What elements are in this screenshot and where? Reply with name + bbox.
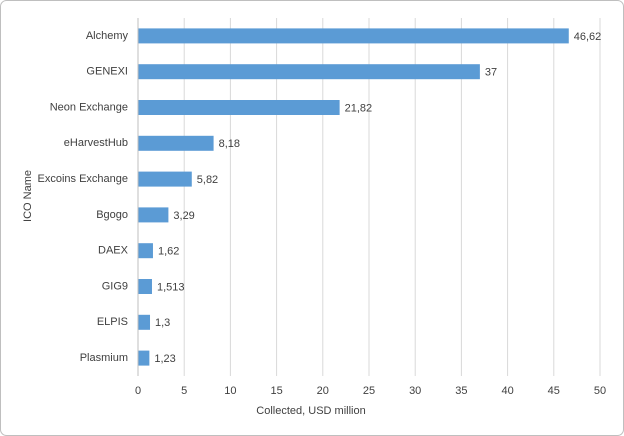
bar [138, 279, 152, 294]
x-tick-label: 35 [455, 385, 467, 397]
x-tick-label: 25 [363, 385, 375, 397]
data-label: 8,18 [219, 138, 240, 150]
y-tick-label: DAEX [98, 245, 129, 257]
x-tick-label: 45 [548, 385, 560, 397]
data-label: 21,82 [345, 102, 373, 114]
x-tick-label: 20 [317, 385, 329, 397]
data-label: 1,513 [157, 281, 185, 293]
data-label: 1,62 [158, 246, 179, 258]
data-label: 5,82 [197, 174, 218, 186]
y-tick-label: Excoins Exchange [38, 173, 129, 185]
bar [138, 28, 569, 44]
data-label: 1,3 [155, 317, 170, 329]
y-tick-label: ELPIS [97, 316, 128, 328]
x-tick-label: 40 [501, 385, 513, 397]
bar [138, 100, 340, 115]
x-tick-label: 5 [181, 385, 187, 397]
y-tick-label: GIG9 [102, 280, 128, 292]
x-axis-title: Collected, USD million [256, 405, 365, 417]
x-tick-label: 30 [409, 385, 421, 397]
data-label: 46,62 [574, 31, 602, 43]
bar [138, 171, 192, 187]
x-tick-label: 0 [135, 385, 141, 397]
data-label: 1,23 [154, 353, 175, 365]
x-tick-label: 10 [224, 385, 236, 397]
bar [138, 64, 480, 80]
bar [138, 314, 151, 330]
data-label: 3,29 [173, 210, 194, 222]
y-tick-label: Alchemy [86, 30, 129, 42]
bar [138, 135, 214, 151]
data-label: 37 [485, 67, 497, 79]
y-tick-label: GENEXI [86, 66, 128, 78]
marks: 46,62 37 21,82 8,18 5,82 3,29 1,62 1,513 1,3 1,23 [138, 28, 602, 366]
y-axis-title: ICO Name [22, 170, 34, 222]
x-tick-label: 15 [270, 385, 282, 397]
y-tick-label: eHarvestHub [64, 137, 128, 149]
y-tick-label: Bgogo [96, 209, 128, 221]
x-tick-label: 50 [594, 385, 606, 397]
bar [138, 243, 153, 259]
bar [138, 207, 169, 223]
bar [138, 350, 150, 366]
y-tick-label: Plasmium [80, 352, 128, 364]
y-tick-label: Neon Exchange [50, 101, 128, 113]
